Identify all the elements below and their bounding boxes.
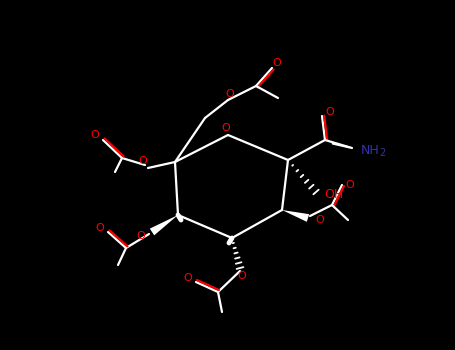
Text: O: O: [136, 231, 145, 241]
Text: O: O: [139, 156, 147, 166]
Text: NH: NH: [361, 144, 379, 156]
Text: O: O: [91, 130, 99, 140]
Text: O: O: [315, 215, 324, 225]
Polygon shape: [282, 210, 309, 222]
Text: O: O: [326, 107, 334, 117]
Text: O: O: [346, 180, 354, 190]
Text: 2: 2: [379, 148, 385, 158]
Text: O: O: [273, 58, 281, 68]
Text: O: O: [238, 271, 246, 281]
Text: O: O: [184, 273, 192, 283]
Text: OH: OH: [324, 188, 344, 201]
Text: O: O: [96, 223, 104, 233]
Text: O: O: [226, 89, 234, 99]
Text: O: O: [222, 123, 230, 133]
Polygon shape: [150, 215, 178, 235]
